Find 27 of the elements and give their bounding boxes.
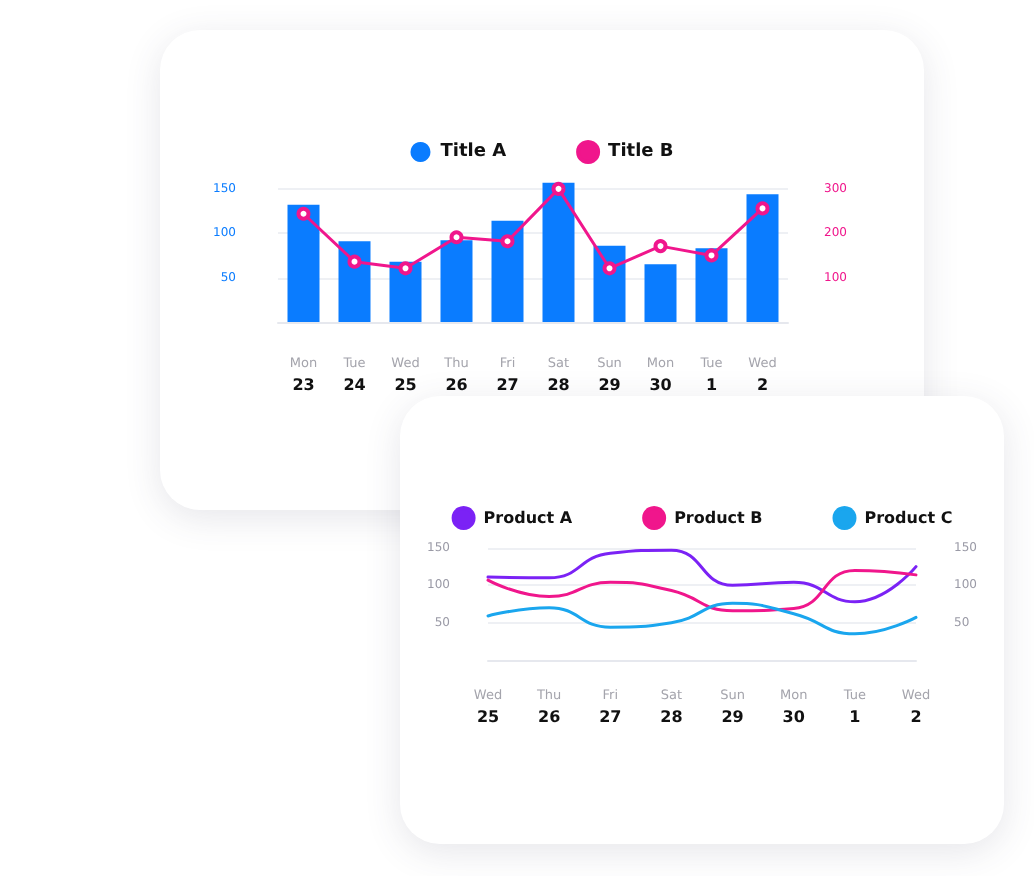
bar <box>287 204 320 322</box>
line-series <box>486 568 918 613</box>
legend-label: Title A <box>440 142 507 162</box>
point <box>704 248 719 263</box>
point <box>602 261 617 276</box>
point <box>296 206 311 221</box>
point <box>347 254 362 269</box>
point <box>500 234 515 249</box>
legend-label: Product B <box>674 509 763 527</box>
bar <box>746 194 779 322</box>
bar <box>440 240 473 322</box>
bar <box>542 182 575 322</box>
line-series <box>486 601 918 636</box>
point <box>653 239 668 254</box>
point <box>755 201 770 216</box>
legend-label: Title B <box>608 142 674 162</box>
bar <box>695 248 728 322</box>
bar <box>644 264 677 322</box>
bar <box>491 220 524 322</box>
legend-label: Product A <box>483 509 574 527</box>
line-series <box>486 548 918 604</box>
point <box>449 230 464 245</box>
legend-label: Product C <box>864 509 953 527</box>
bar <box>338 241 371 322</box>
bar <box>593 245 626 322</box>
point <box>398 261 413 276</box>
point <box>551 181 566 196</box>
